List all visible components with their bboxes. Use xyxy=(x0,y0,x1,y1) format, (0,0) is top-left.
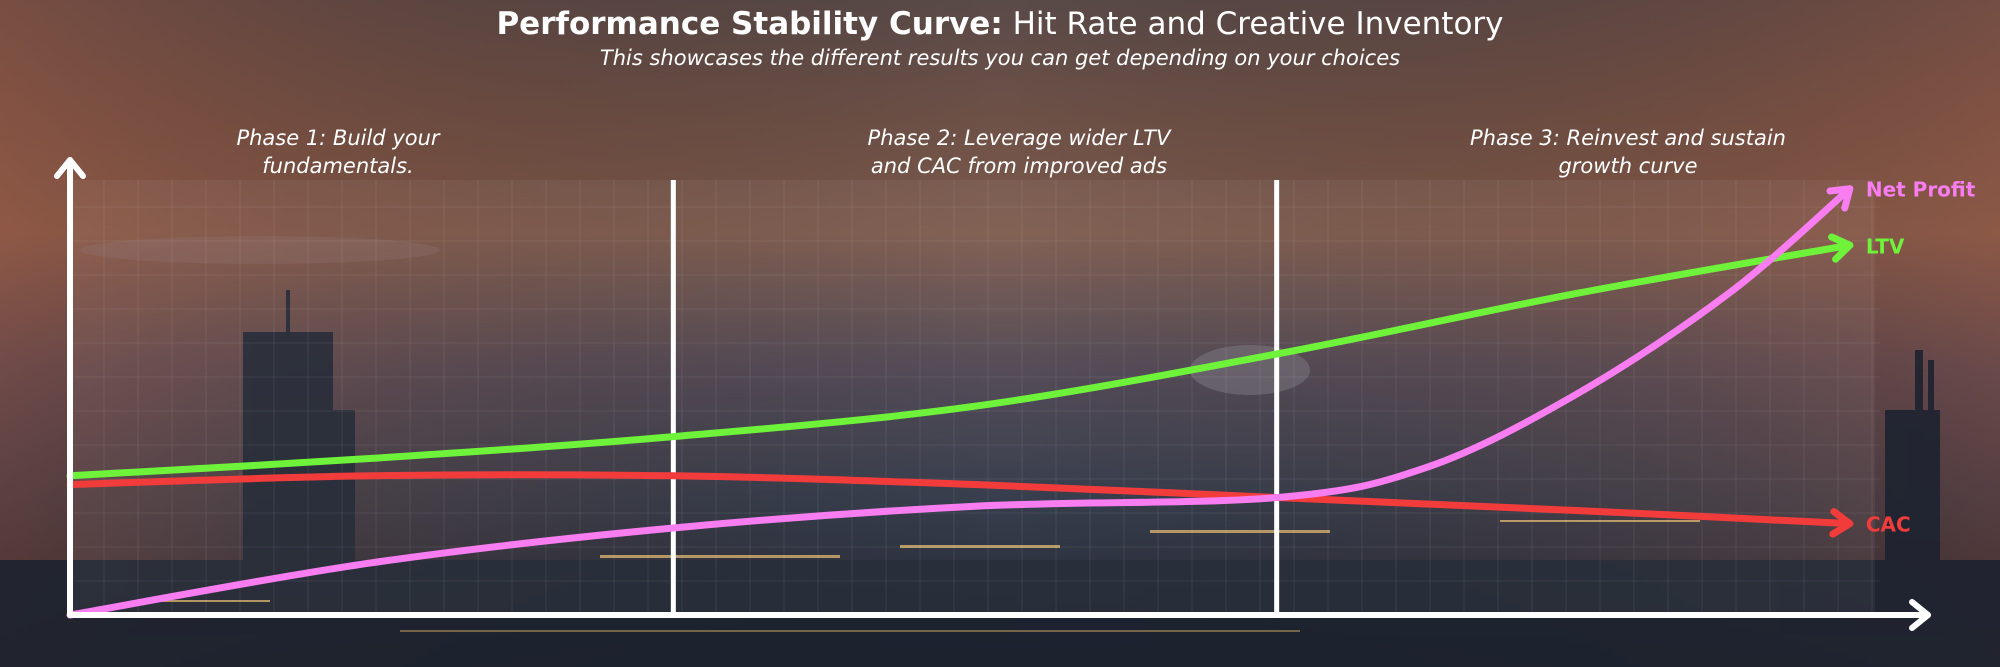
phase-dividers xyxy=(670,180,1280,615)
chart-gridlines xyxy=(69,180,1880,616)
chart-title-light: Hit Rate and Creative Inventory xyxy=(1012,6,1504,42)
phase-2-label: Phase 2: Leverage wider LTV and CAC from… xyxy=(809,124,1229,180)
chart-title: Performance Stability Curve: Hit Rate an… xyxy=(0,4,2000,44)
net-profit-arrowhead xyxy=(1826,185,1854,212)
phase-2-line-2: and CAC from improved ads xyxy=(870,154,1168,178)
series-layer xyxy=(66,185,1854,619)
net-profit-label: Net Profit xyxy=(1866,178,1976,202)
cac-arrowhead xyxy=(1829,508,1854,538)
ltv-line xyxy=(66,241,1854,480)
net-profit-line xyxy=(66,185,1854,619)
phase-1-line-1: Phase 1: Build your xyxy=(236,126,440,150)
phase-1-label: Phase 1: Build your fundamentals. xyxy=(128,124,548,180)
series-labels: LTV CAC Net Profit xyxy=(1866,178,1976,537)
phase-3-label: Phase 3: Reinvest and sustain growth cur… xyxy=(1418,124,1838,180)
ltv-label: LTV xyxy=(1866,234,1905,258)
phase-3-line-2: growth curve xyxy=(1558,154,1698,178)
chart-subtitle: This showcases the different results you… xyxy=(599,46,1401,70)
ltv-arrowhead xyxy=(1828,233,1854,263)
phase-2-line-1: Phase 2: Leverage wider LTV xyxy=(867,126,1171,150)
cac-label: CAC xyxy=(1866,513,1911,537)
phase-1-line-2: fundamentals. xyxy=(262,154,414,178)
phase-3-line-1: Phase 3: Reinvest and sustain xyxy=(1470,126,1786,150)
cac-line xyxy=(66,471,1854,528)
x-axis-arrowhead xyxy=(1909,599,1931,631)
y-axis-arrowhead xyxy=(54,157,86,179)
chart-axes xyxy=(54,157,1931,631)
chart-header: Performance Stability Curve: Hit Rate an… xyxy=(0,4,2000,72)
chart-title-bold: Performance Stability Curve: xyxy=(496,6,1003,42)
